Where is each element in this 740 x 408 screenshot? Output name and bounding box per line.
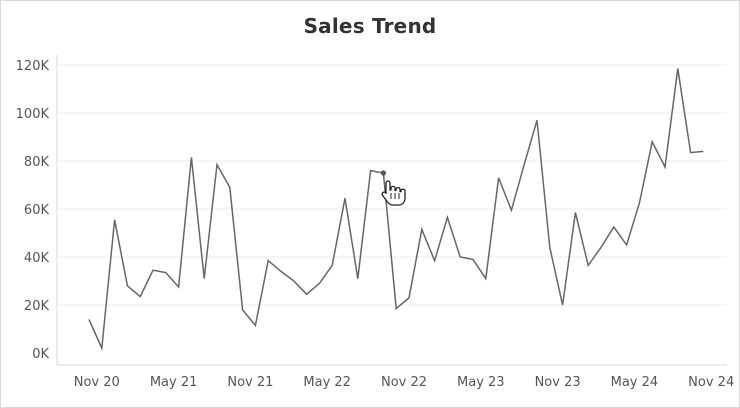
data-point[interactable]	[570, 208, 580, 218]
x-tick-label: Nov 23	[535, 375, 581, 390]
data-point[interactable]	[263, 256, 273, 266]
data-point[interactable]	[238, 305, 248, 315]
y-tick-label: 0K	[32, 347, 49, 362]
data-point[interactable]	[174, 282, 184, 292]
x-tick-label: Nov 21	[227, 375, 273, 390]
data-point[interactable]	[276, 266, 286, 276]
data-point[interactable]	[199, 274, 209, 284]
y-tick-label: 40K	[24, 251, 50, 266]
data-point[interactable]	[494, 173, 504, 183]
data-point[interactable]	[289, 276, 299, 286]
data-point[interactable]	[122, 281, 132, 291]
data-point[interactable]	[404, 293, 414, 303]
data-point[interactable]	[442, 212, 452, 222]
series-line[interactable]	[88, 68, 704, 352]
data-point[interactable]	[353, 274, 363, 284]
x-tick-label: May 21	[150, 375, 198, 390]
data-point[interactable]	[391, 304, 401, 314]
data-point[interactable]	[647, 137, 657, 147]
y-tick-label: 60K	[24, 203, 50, 218]
data-point[interactable]	[225, 182, 235, 192]
data-point[interactable]	[84, 314, 94, 324]
y-tick-labels: 0K 20K 40K 60K 80K 100K 120K	[16, 59, 50, 362]
x-tick-label: May 23	[457, 375, 505, 390]
data-point[interactable]	[468, 254, 478, 264]
data-point[interactable]	[430, 256, 440, 266]
data-point[interactable]	[519, 160, 529, 170]
data-point[interactable]	[366, 166, 376, 176]
data-point[interactable]	[302, 289, 312, 299]
x-tick-label: May 22	[303, 375, 351, 390]
x-tick-labels: Nov 20 May 21 Nov 21 May 22 Nov 22 May 23 Nov …	[74, 375, 734, 390]
data-point[interactable]	[558, 300, 568, 310]
data-point[interactable]	[673, 64, 683, 74]
highlighted-data-point[interactable]	[380, 170, 386, 176]
data-point[interactable]	[135, 292, 145, 302]
data-point[interactable]	[660, 162, 670, 172]
data-point[interactable]	[686, 148, 696, 158]
data-point[interactable]	[698, 146, 708, 156]
data-point[interactable]	[609, 222, 619, 232]
y-tick-label: 20K	[24, 299, 50, 314]
data-point[interactable]	[212, 160, 222, 170]
data-point[interactable]	[417, 224, 427, 234]
data-point[interactable]	[340, 193, 350, 203]
data-point[interactable]	[596, 242, 606, 252]
data-point[interactable]	[545, 242, 555, 252]
data-point[interactable]	[327, 260, 337, 270]
data-point[interactable]	[186, 152, 196, 162]
y-tick-label: 100K	[16, 107, 50, 122]
y-tick-label: 80K	[24, 155, 50, 170]
x-tick-label: Nov 24	[688, 375, 734, 390]
data-point[interactable]	[481, 274, 491, 284]
y-tick-label: 120K	[16, 59, 50, 74]
axes	[56, 55, 727, 366]
data-point[interactable]	[583, 260, 593, 270]
hand-pointer-icon	[381, 180, 406, 206]
x-tick-label: May 24	[611, 375, 659, 390]
x-tick-label: Nov 20	[74, 375, 120, 390]
data-point[interactable]	[455, 252, 465, 262]
data-point[interactable]	[634, 198, 644, 208]
x-tick-label: Nov 22	[381, 375, 427, 390]
data-point[interactable]	[622, 240, 632, 250]
data-point[interactable]	[250, 320, 260, 330]
chart-title: Sales Trend	[303, 14, 437, 38]
data-point[interactable]	[148, 265, 158, 275]
data-point[interactable]	[110, 215, 120, 225]
series-layer[interactable]	[84, 64, 708, 354]
data-point[interactable]	[532, 115, 542, 125]
data-point[interactable]	[314, 278, 324, 288]
data-point[interactable]	[506, 205, 516, 215]
data-point[interactable]	[97, 343, 107, 353]
data-point[interactable]	[161, 268, 171, 278]
